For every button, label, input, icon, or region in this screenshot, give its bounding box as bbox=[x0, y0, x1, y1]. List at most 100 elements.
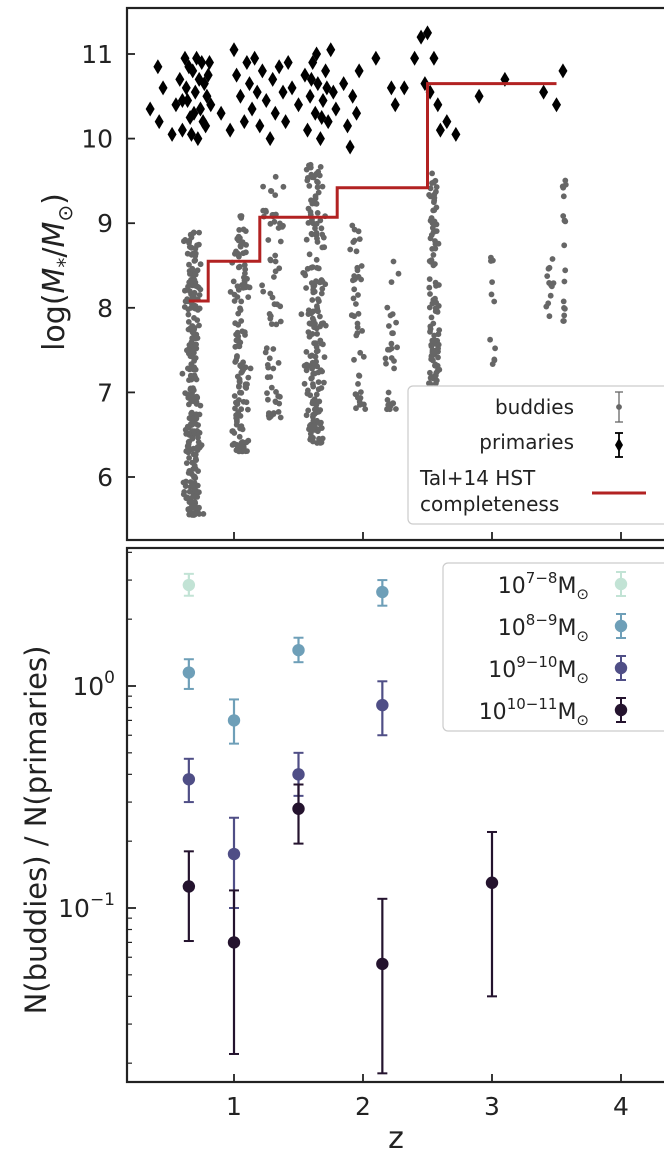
buddy-point bbox=[268, 188, 274, 194]
buddy-point bbox=[275, 409, 282, 415]
primary-point bbox=[268, 71, 278, 87]
buddy-point bbox=[358, 389, 364, 395]
buddy-point bbox=[432, 245, 439, 252]
primary-point bbox=[194, 71, 204, 87]
buddy-point bbox=[561, 242, 568, 249]
buddy-point bbox=[433, 282, 439, 289]
buddy-point bbox=[319, 183, 326, 190]
buddy-point bbox=[306, 320, 313, 327]
buddy-point bbox=[311, 423, 318, 430]
buddy-point bbox=[348, 312, 355, 319]
ratio-point bbox=[182, 578, 196, 592]
buddy-point bbox=[359, 328, 365, 334]
buddy-point bbox=[245, 406, 251, 413]
buddy-point bbox=[384, 397, 391, 403]
buddy-point bbox=[312, 353, 319, 360]
primary-point bbox=[167, 126, 177, 142]
buddy-point bbox=[431, 332, 438, 339]
buddy-point bbox=[239, 368, 246, 375]
buddy-point bbox=[549, 256, 556, 262]
buddy-point bbox=[315, 189, 322, 196]
primary-point bbox=[326, 42, 336, 58]
top-ytick-label: 9 bbox=[97, 209, 113, 238]
primary-point bbox=[203, 67, 213, 83]
bottom-xtick-label: 3 bbox=[484, 1092, 500, 1121]
bottom-legend-label: 107−8M⊙ bbox=[498, 569, 589, 603]
primary-point bbox=[184, 59, 194, 75]
buddy-point bbox=[428, 314, 435, 321]
buddy-point bbox=[305, 407, 312, 414]
primary-point bbox=[175, 71, 185, 87]
top-ytick-label: 6 bbox=[97, 463, 113, 492]
buddy-point bbox=[309, 365, 315, 372]
top-panel: 6 7 8 9 10 11 log(M*/M⊙) buddies primaries Tal+14… bbox=[37, 6, 664, 542]
buddy-point bbox=[272, 258, 279, 265]
top-ylabel: log(M*/M⊙) bbox=[37, 193, 77, 351]
top-ytick-label: 10 bbox=[81, 125, 113, 154]
buddy-point bbox=[181, 238, 187, 245]
buddy-point bbox=[196, 322, 202, 329]
buddy-point bbox=[191, 462, 198, 469]
bottom-legend: 107−8M⊙108−9M⊙109−10M⊙1010−11M⊙ bbox=[442, 562, 664, 732]
buddy-point bbox=[562, 177, 569, 184]
buddy-point bbox=[355, 292, 361, 298]
buddy-point bbox=[190, 366, 197, 373]
ratio-point bbox=[227, 936, 241, 949]
bottom-xtick-label: 1 bbox=[226, 1092, 242, 1121]
buddy-point bbox=[275, 225, 282, 231]
buddy-point bbox=[238, 298, 245, 305]
buddy-point bbox=[319, 231, 326, 238]
buddy-point bbox=[196, 504, 202, 511]
buddy-point bbox=[433, 377, 440, 384]
buddy-point bbox=[314, 184, 321, 191]
buddy-point bbox=[236, 433, 243, 440]
buddy-point bbox=[179, 370, 186, 377]
buddy-point bbox=[234, 283, 241, 290]
buddy-point bbox=[237, 362, 244, 369]
legend-buddies-marker bbox=[616, 404, 622, 410]
buddy-point bbox=[303, 285, 309, 291]
buddy-point bbox=[182, 390, 189, 396]
buddy-point bbox=[236, 448, 242, 455]
buddy-point bbox=[191, 258, 198, 264]
buddy-point bbox=[186, 377, 192, 383]
buddy-point bbox=[394, 344, 400, 351]
buddy-point bbox=[240, 398, 247, 405]
buddy-point bbox=[277, 318, 284, 325]
buddy-point bbox=[388, 279, 395, 285]
primary-point bbox=[252, 84, 262, 100]
primary-point bbox=[303, 122, 313, 138]
buddy-point bbox=[260, 207, 267, 214]
primary-point bbox=[145, 101, 155, 117]
primary-point bbox=[433, 97, 443, 113]
buddy-point bbox=[561, 217, 568, 224]
buddy-point bbox=[235, 412, 242, 418]
buddy-point bbox=[316, 298, 322, 305]
buddy-point bbox=[192, 305, 199, 312]
legend-primaries-marker bbox=[615, 438, 623, 452]
primary-point bbox=[390, 97, 400, 113]
buddy-point bbox=[431, 337, 438, 344]
buddy-point bbox=[265, 237, 272, 243]
buddy-point bbox=[192, 455, 199, 462]
buddy-point bbox=[303, 236, 310, 243]
bottom-xtick-label: 2 bbox=[355, 1092, 371, 1121]
buddy-point bbox=[237, 243, 244, 249]
bottom-legend-marker bbox=[614, 703, 628, 717]
buddy-point bbox=[360, 353, 367, 360]
primary-point bbox=[229, 42, 239, 58]
buddy-point bbox=[192, 486, 198, 493]
buddy-point bbox=[186, 506, 193, 512]
buddy-point bbox=[488, 254, 494, 261]
bottom-plot-area bbox=[182, 572, 499, 1075]
primary-point bbox=[255, 118, 265, 134]
buddy-point bbox=[194, 335, 201, 341]
buddy-point bbox=[235, 264, 242, 271]
primary-point bbox=[242, 54, 252, 70]
buddy-point bbox=[311, 324, 317, 331]
buddy-point bbox=[393, 406, 399, 412]
buddy-point bbox=[384, 304, 391, 311]
bottom-legend-marker bbox=[614, 619, 628, 633]
buddy-point bbox=[231, 393, 238, 399]
buddy-point bbox=[318, 225, 325, 232]
